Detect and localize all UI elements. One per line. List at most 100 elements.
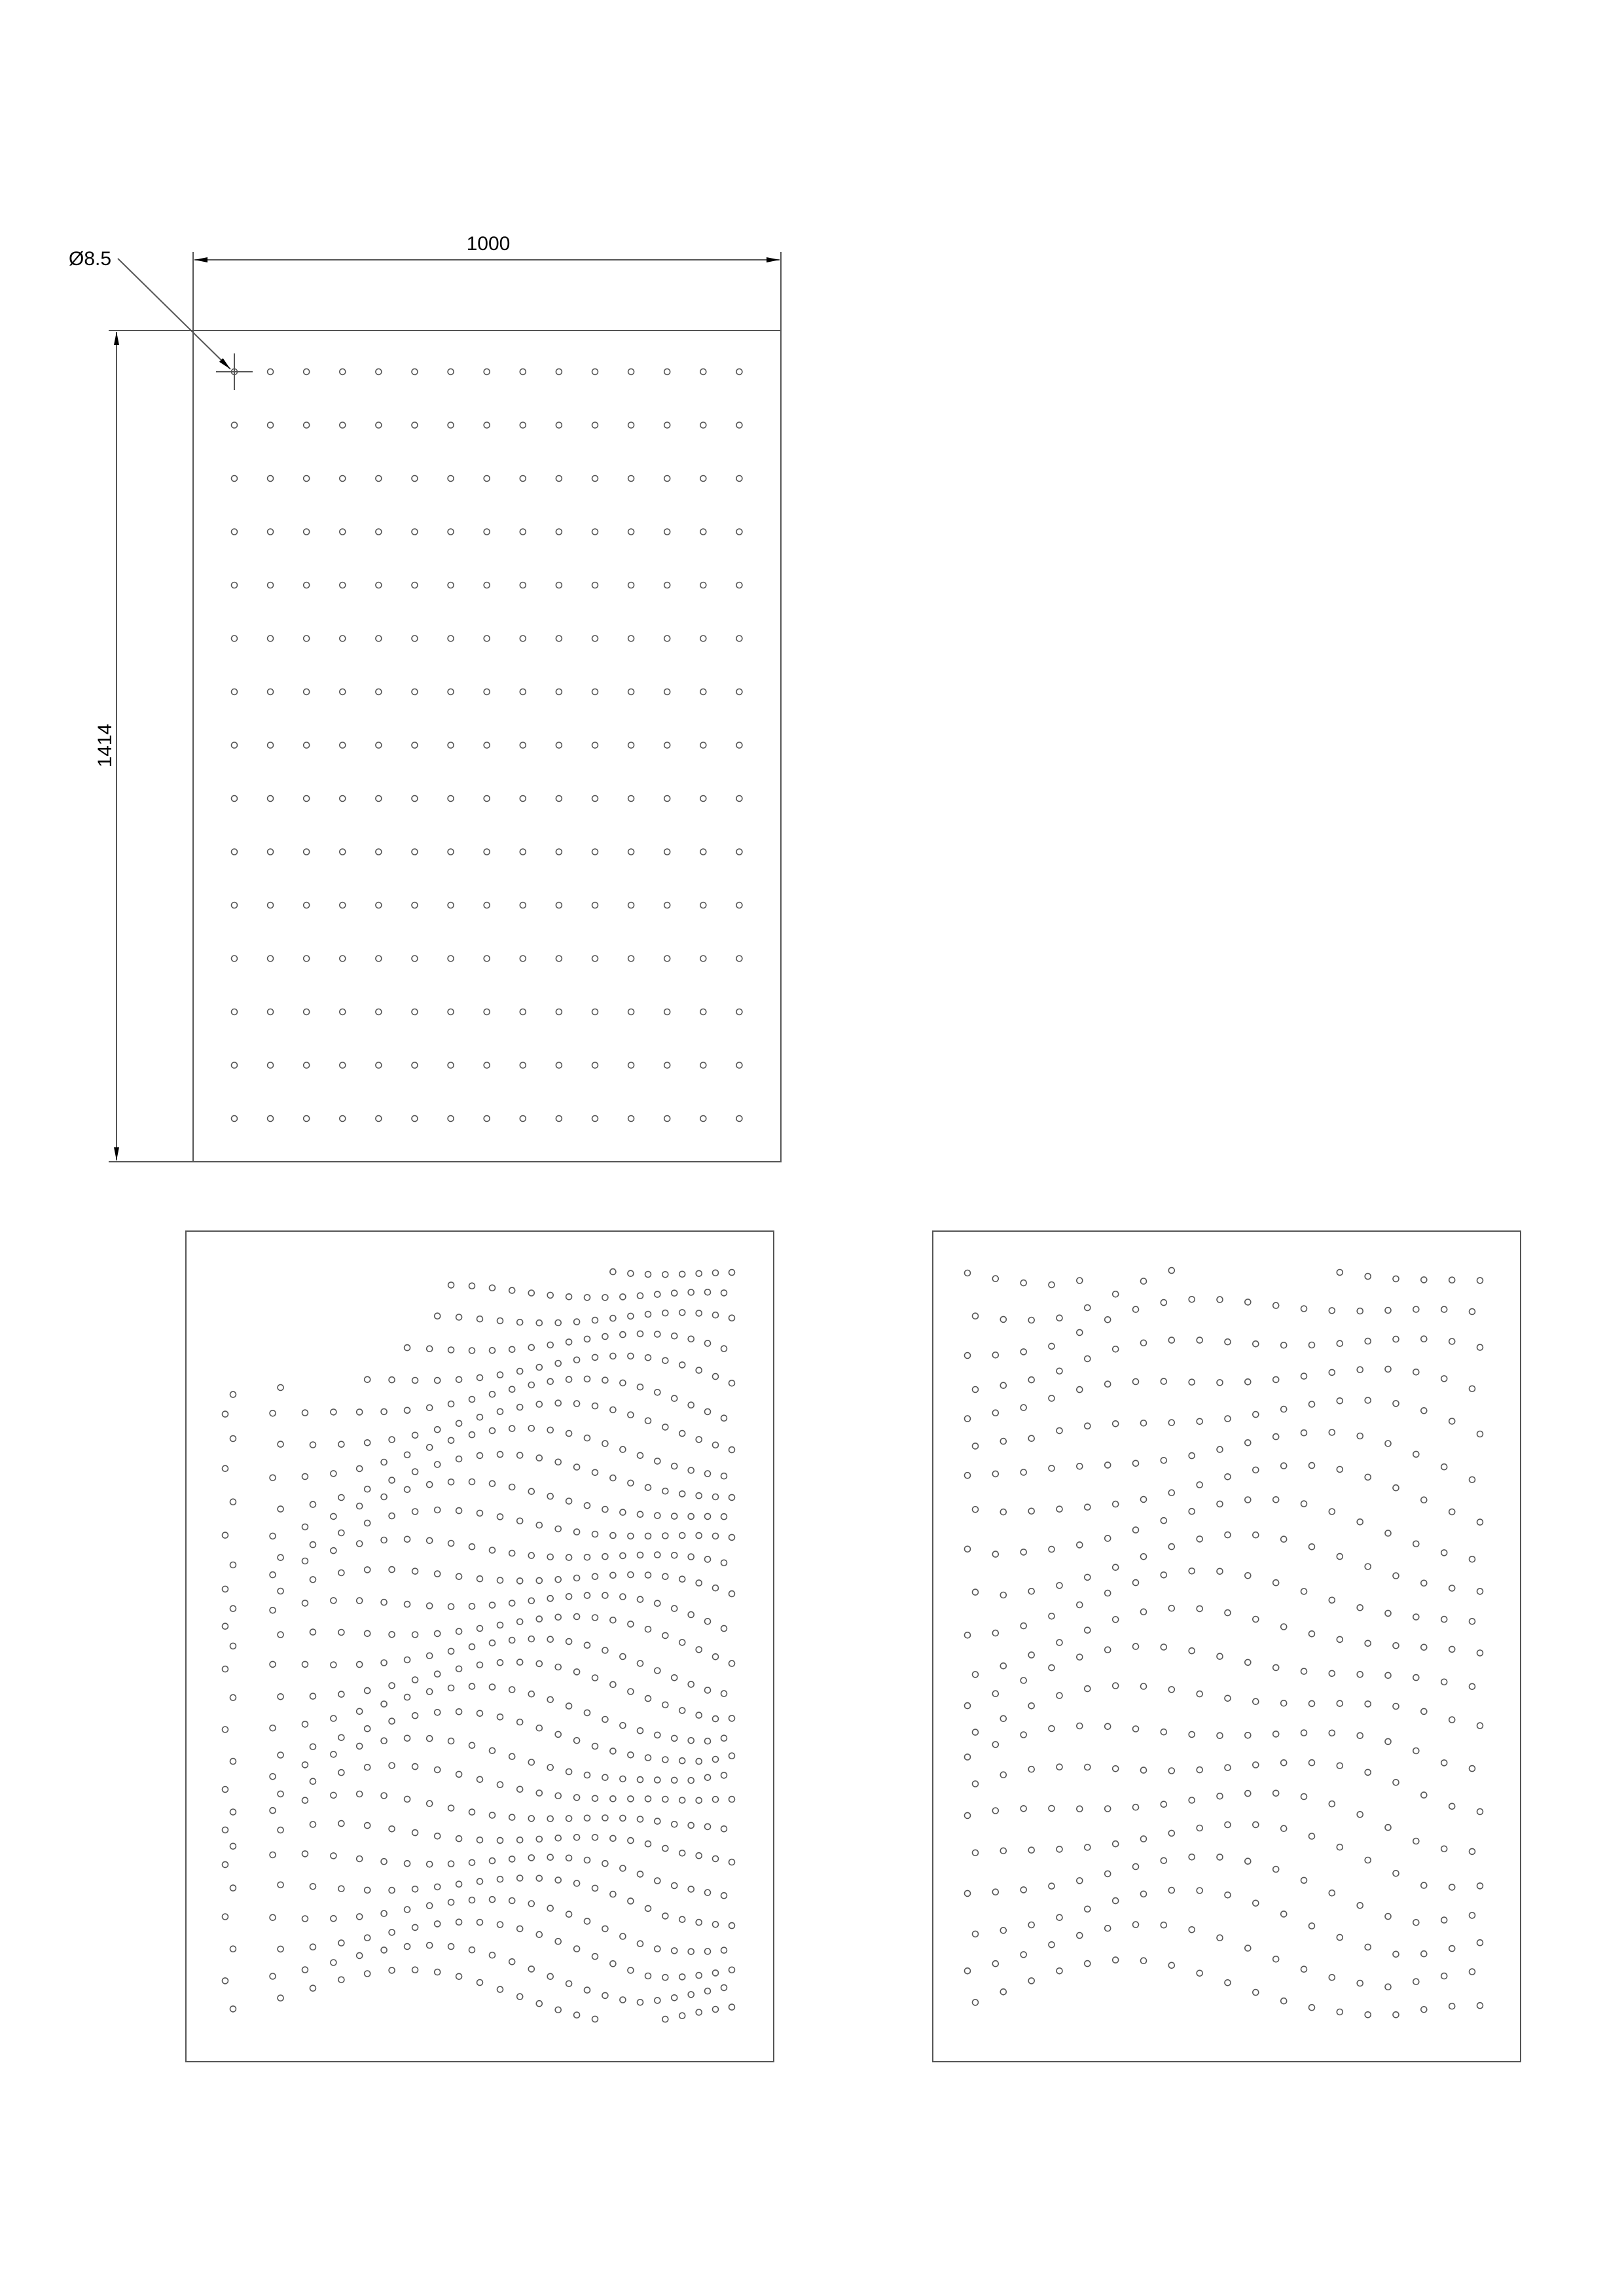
hole — [992, 1409, 1000, 1416]
hole — [447, 1647, 455, 1655]
hole — [221, 1585, 229, 1593]
hole — [678, 1270, 686, 1278]
hole — [1336, 1700, 1344, 1707]
hole — [1336, 1268, 1344, 1276]
hole — [266, 742, 274, 749]
hole — [1196, 1535, 1203, 1543]
hole — [455, 1665, 463, 1673]
hole — [661, 1487, 669, 1495]
hole — [1300, 1965, 1308, 1973]
hole — [508, 1346, 516, 1354]
hole — [573, 1400, 581, 1407]
hole — [380, 1700, 388, 1708]
hole — [1336, 1843, 1344, 1851]
hole — [704, 1823, 712, 1831]
hole — [547, 1291, 554, 1299]
hole — [1104, 1462, 1111, 1469]
hole — [554, 1399, 562, 1407]
hole — [687, 1335, 695, 1343]
hole — [411, 1676, 419, 1683]
hole — [1328, 1889, 1336, 1897]
hole — [678, 1707, 686, 1714]
hole — [619, 1331, 626, 1338]
hole — [1420, 1950, 1428, 1958]
hole — [309, 1576, 317, 1583]
hole — [411, 528, 418, 535]
hole — [375, 848, 382, 855]
hole — [1364, 2011, 1371, 2018]
hole — [411, 688, 418, 696]
hole — [508, 1386, 516, 1393]
hole — [380, 1910, 388, 1917]
hole — [266, 581, 274, 589]
hole — [728, 1752, 736, 1759]
hole — [380, 1458, 388, 1466]
hole — [468, 1643, 476, 1651]
hole — [221, 1977, 229, 1984]
hole — [266, 475, 274, 482]
hole — [1272, 1731, 1280, 1738]
hole — [230, 581, 238, 589]
hole — [670, 1462, 678, 1470]
hole — [1280, 1910, 1288, 1918]
hole — [496, 1450, 504, 1458]
hole — [555, 955, 563, 962]
hole — [483, 528, 491, 535]
hole — [1028, 1651, 1035, 1659]
hole — [554, 1876, 562, 1884]
hole — [1272, 1789, 1280, 1797]
hole — [302, 528, 310, 535]
hole — [403, 1451, 411, 1459]
hole — [1448, 1803, 1456, 1810]
hole — [433, 1883, 441, 1891]
hole — [528, 1635, 535, 1643]
hole — [700, 635, 707, 642]
hole — [619, 1722, 626, 1729]
hole — [565, 1293, 573, 1300]
hole — [1364, 1337, 1371, 1345]
hole — [1216, 1793, 1223, 1800]
hole — [644, 1484, 652, 1491]
hole — [1028, 1765, 1035, 1773]
hole — [1168, 1336, 1176, 1344]
hole — [704, 1737, 712, 1745]
hole — [425, 1652, 433, 1660]
hole — [591, 795, 599, 802]
hole — [554, 1525, 562, 1533]
hole — [565, 1980, 573, 1988]
hole — [468, 1282, 476, 1289]
hole — [728, 1660, 736, 1667]
hole — [661, 1573, 669, 1580]
hole — [338, 1062, 346, 1069]
hole — [1328, 1307, 1336, 1314]
hole — [375, 795, 382, 802]
hole — [229, 1842, 237, 1850]
hole — [602, 1647, 609, 1654]
hole — [266, 422, 274, 429]
hole — [388, 1376, 395, 1384]
hole — [403, 1344, 411, 1352]
hole — [728, 1922, 736, 1929]
hole — [1104, 1924, 1111, 1932]
hole — [1476, 1939, 1484, 1946]
hole — [661, 1701, 669, 1709]
hole — [1020, 1731, 1027, 1738]
hole — [277, 1693, 284, 1700]
hole — [1028, 1702, 1035, 1710]
hole — [1244, 1732, 1252, 1739]
hole — [1244, 1789, 1252, 1797]
hole — [508, 1814, 516, 1821]
hole — [695, 1436, 702, 1443]
hole — [1188, 1568, 1195, 1575]
hole — [1048, 1281, 1055, 1289]
hole — [609, 1681, 617, 1689]
hole — [1104, 1535, 1111, 1542]
hole — [1168, 1604, 1176, 1612]
hole — [565, 1638, 573, 1645]
hole — [455, 1420, 463, 1427]
hole — [583, 1335, 591, 1343]
hole — [1132, 1579, 1140, 1587]
hole — [1140, 1767, 1147, 1774]
hole — [1252, 1821, 1259, 1829]
hole — [627, 1532, 634, 1540]
